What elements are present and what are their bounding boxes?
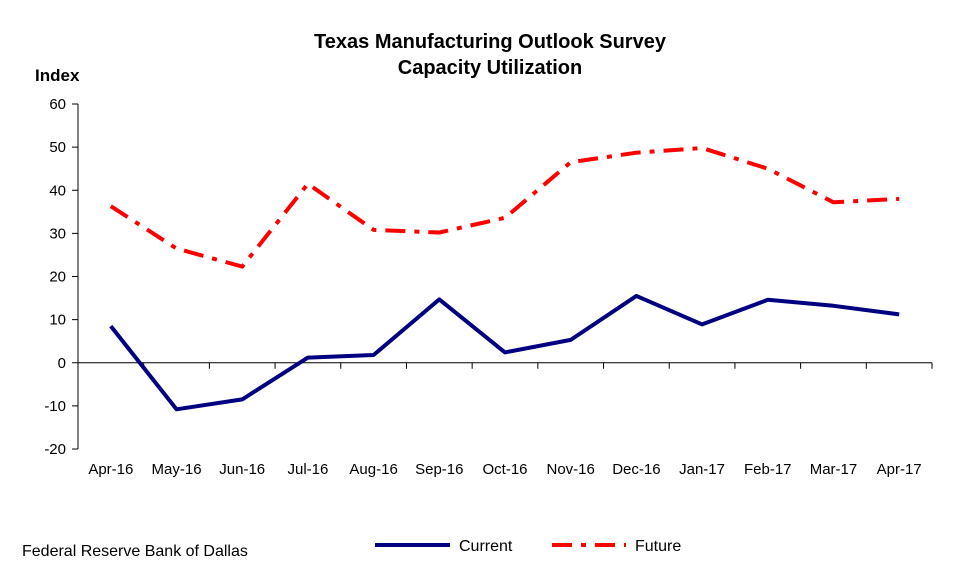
y-tick-label: 50 bbox=[49, 139, 66, 156]
series-future-line bbox=[109, 146, 900, 269]
y-tick-label: 20 bbox=[49, 269, 66, 286]
x-tick-label: Jun-16 bbox=[219, 461, 265, 478]
y-tick-label: -20 bbox=[44, 441, 66, 458]
x-tick-label: Oct-16 bbox=[482, 461, 527, 478]
x-tick-label: Feb-17 bbox=[744, 461, 792, 478]
x-axis: Apr-16 May-16 Jun-16 Jul-16 Aug-16 Sep-16 Oct-… bbox=[77, 362, 933, 478]
legend-current-label: Current bbox=[459, 538, 513, 555]
x-tick-label: Jul-16 bbox=[287, 461, 328, 478]
y-tick-label: 60 bbox=[49, 96, 66, 113]
x-tick-label: Jan-17 bbox=[679, 461, 725, 478]
chart-title: Texas Manufacturing Outlook Survey bbox=[314, 31, 667, 53]
x-tick-label: Mar-17 bbox=[810, 461, 858, 478]
x-tick-label: Aug-16 bbox=[349, 461, 397, 478]
legend: Current Future bbox=[375, 538, 681, 555]
y-axis: -20 -10 0 10 20 30 40 50 60 bbox=[44, 96, 79, 458]
chart-subtitle: Capacity Utilization bbox=[398, 57, 582, 79]
x-tick-label: May-16 bbox=[152, 461, 202, 478]
series-current-line bbox=[109, 293, 900, 412]
y-tick-label: 30 bbox=[49, 225, 66, 242]
source-note: Federal Reserve Bank of Dallas bbox=[22, 543, 248, 560]
x-tick-label: Sep-16 bbox=[415, 461, 463, 478]
plot-area bbox=[109, 146, 900, 412]
x-tick-label: Apr-17 bbox=[877, 461, 922, 478]
y-axis-title: Index bbox=[35, 66, 80, 85]
y-tick-label: 10 bbox=[49, 312, 66, 329]
legend-future-label: Future bbox=[635, 538, 681, 555]
x-tick-label: Dec-16 bbox=[612, 461, 660, 478]
x-tick-label: Apr-16 bbox=[88, 461, 133, 478]
y-tick-label: -10 bbox=[44, 398, 66, 415]
y-tick-label: 0 bbox=[58, 355, 66, 372]
x-tick-label: Nov-16 bbox=[547, 461, 595, 478]
y-tick-label: 40 bbox=[49, 182, 66, 199]
